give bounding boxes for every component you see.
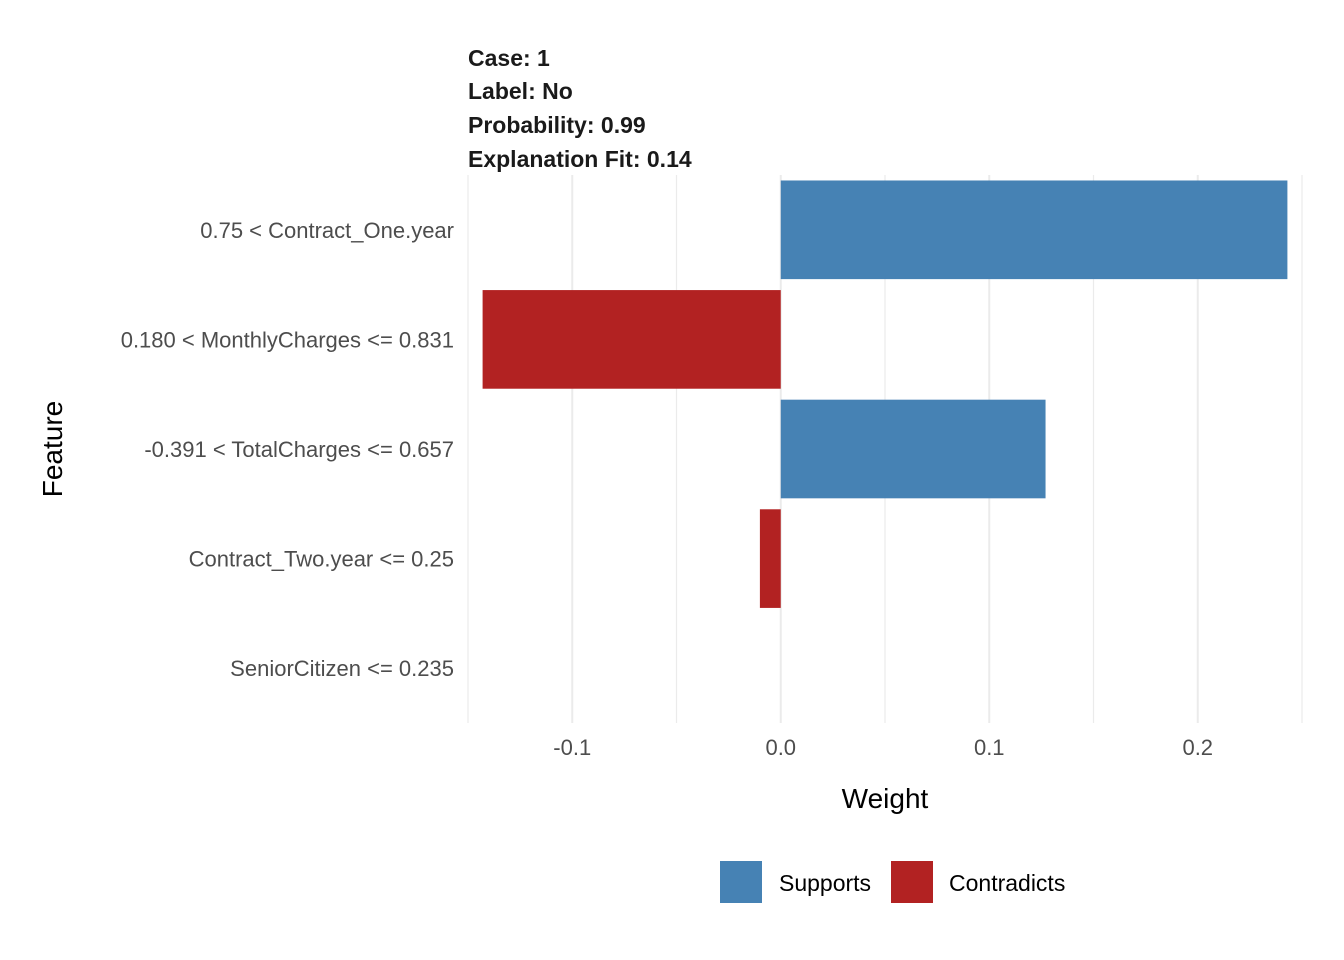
legend-swatch-contradicts [891, 861, 933, 903]
bar-3 [780, 399, 1046, 499]
title-line-explanation-fit: Explanation Fit: 0.14 [468, 146, 692, 172]
bar-2 [482, 290, 781, 389]
x-tick-label-2: 0.0 [765, 735, 796, 760]
title-line-case: Case: 1 [468, 45, 550, 71]
y-axis-title: Feature [37, 401, 68, 498]
x-tick-label-4: 0.2 [1182, 735, 1213, 760]
y-tick-label-2: 0.180 < MonthlyCharges <= 0.831 [121, 327, 454, 352]
bars [482, 180, 1288, 608]
legend-label-supports: Supports [779, 870, 871, 896]
x-tick-label-3: 0.1 [974, 735, 1005, 760]
title-line-probability: Probability: 0.99 [468, 112, 646, 138]
legend-swatch-supports [720, 861, 762, 903]
chart-title: Case: 1 Label: No Probability: 0.99 Expl… [468, 45, 692, 172]
bar-1 [780, 180, 1288, 280]
x-tick-label-1: -0.1 [553, 735, 591, 760]
legend-label-contradicts: Contradicts [949, 870, 1065, 896]
y-tick-label-4: Contract_Two.year <= 0.25 [189, 547, 454, 572]
title-line-label: Label: No [468, 78, 573, 104]
bar-4 [759, 509, 781, 608]
y-tick-label-5: SeniorCitizen <= 0.235 [230, 656, 454, 681]
y-tick-label-3: -0.391 < TotalCharges <= 0.657 [144, 437, 454, 462]
x-tick-labels: -0.1 0.0 0.1 0.2 [553, 735, 1213, 760]
legend: Supports Contradicts [720, 861, 1065, 903]
y-tick-label-1: 0.75 < Contract_One.year [200, 218, 454, 243]
y-tick-labels: 0.75 < Contract_One.year 0.180 < MonthlyC… [121, 218, 454, 681]
x-axis-title: Weight [842, 783, 929, 814]
